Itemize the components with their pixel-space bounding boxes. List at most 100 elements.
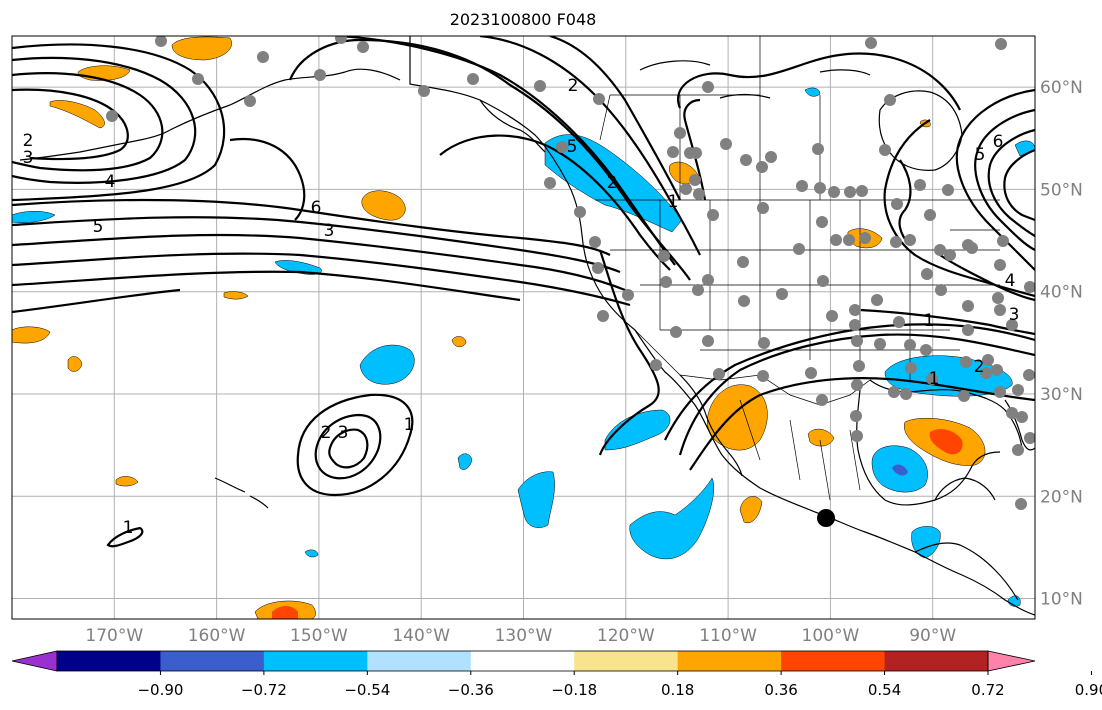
negative-anomaly-region: [12, 211, 56, 223]
colorbar-tick-label: −0.54: [344, 681, 390, 699]
station-marker: [1016, 411, 1028, 423]
station-marker: [660, 276, 672, 288]
station-marker: [689, 174, 701, 186]
y-tick-label: 50°N: [1040, 180, 1083, 200]
station-marker: [844, 186, 856, 198]
positive-anomaly-region: [12, 326, 51, 344]
contour-line: [12, 137, 306, 314]
station-marker: [991, 364, 1003, 376]
station-marker: [1012, 384, 1024, 396]
x-tick-label: 130°W: [495, 626, 553, 646]
station-marker: [1024, 281, 1035, 293]
contour-label: 1: [924, 311, 935, 331]
station-marker: [994, 259, 1006, 271]
station-marker: [891, 198, 903, 210]
station-marker: [890, 236, 902, 248]
positive-anomaly-region: [807, 428, 835, 447]
x-tick-label: 140°W: [392, 626, 450, 646]
station-marker: [958, 390, 970, 402]
station-marker: [935, 284, 947, 296]
station-marker: [830, 234, 842, 246]
shaded-anomalies: [12, 36, 1035, 619]
contour-line: [987, 128, 1035, 237]
station-marker: [859, 232, 871, 244]
station-marker: [693, 188, 705, 200]
station-marker: [1015, 498, 1027, 510]
negative-anomaly-region: [1014, 140, 1035, 157]
station-marker: [904, 339, 916, 351]
station-marker: [997, 235, 1009, 247]
x-axis-ticks: 170°W 160°W 150°W 140°W 130°W 120°W 110°W 100°W…: [85, 626, 956, 646]
station-marker: [680, 183, 692, 195]
station-marker: [982, 354, 994, 366]
contour-line: [106, 526, 144, 548]
station-marker: [843, 234, 855, 246]
y-tick-label: 40°N: [1040, 283, 1083, 303]
contour-label: 3: [1009, 305, 1020, 325]
station-marker: [740, 154, 752, 166]
station-marker: [900, 388, 912, 400]
station-marker: [1023, 369, 1035, 381]
positive-anomaly-region: [451, 336, 467, 348]
yucatan-coast: [934, 477, 996, 501]
station-marker: [589, 236, 601, 248]
station-marker: [597, 310, 609, 322]
station-marker: [814, 182, 826, 194]
colorbar-segment: [160, 651, 265, 671]
contour-line: [549, 36, 681, 201]
station-marker: [926, 373, 938, 385]
contour-label: 3: [23, 148, 34, 168]
contour-line: [677, 52, 961, 111]
colorbar-segment: [677, 651, 782, 671]
negative-anomaly-region: [304, 549, 319, 558]
y-axis-ticks: 60°N 50°N 40°N 30°N 20°N 10°N: [1040, 78, 1083, 609]
station-marker: [418, 85, 430, 97]
contour-line: [664, 323, 1035, 441]
negative-anomaly-region: [804, 87, 821, 97]
contour-line: [314, 413, 382, 480]
station-marker: [994, 386, 1006, 398]
station-marker: [905, 362, 917, 374]
canadian-provinces: [599, 36, 821, 200]
contour-label: 5: [567, 137, 578, 157]
contour-label: 6: [993, 132, 1004, 152]
station-marker: [702, 335, 714, 347]
colorbar-tick-label: 0.54: [868, 681, 901, 699]
hawaii-islands: [214, 477, 269, 509]
contour-line: [689, 377, 1035, 471]
colorbar-segment: [781, 651, 886, 671]
negative-anomaly-region: [604, 409, 671, 451]
page-title: 2023100800 F048: [449, 10, 597, 29]
contour-label: 5: [93, 217, 104, 237]
station-marker: [357, 41, 369, 53]
station-marker: [851, 379, 863, 391]
colorbar-tick-label: 0.18: [661, 681, 694, 699]
contour-line: [974, 108, 1035, 251]
station-marker: [556, 141, 568, 153]
x-tick-label: 90°W: [909, 626, 956, 646]
y-tick-label: 20°N: [1040, 487, 1083, 507]
contour-label: 2: [23, 131, 34, 151]
station-marker: [805, 367, 817, 379]
station-marker: [658, 250, 670, 262]
station-marker: [314, 69, 326, 81]
station-marker: [335, 36, 347, 44]
station-marker: [544, 177, 556, 189]
contour-label: 2: [974, 357, 985, 377]
x-tick-label: 160°W: [188, 626, 246, 646]
station-marker: [244, 95, 256, 107]
station-marker: [776, 288, 788, 300]
station-marker: [980, 367, 992, 379]
station-marker: [816, 394, 828, 406]
negative-anomaly-region: [457, 453, 473, 470]
station-marker: [865, 37, 877, 49]
colorbar-extend-low: [11, 650, 58, 672]
positive-anomaly-region: [49, 100, 105, 129]
station-marker: [828, 186, 840, 198]
location-marker: [817, 509, 835, 527]
station-marker: [1024, 432, 1035, 444]
central-america-coast: [914, 542, 1019, 601]
contour-label: 5: [975, 145, 986, 165]
contour-line: [955, 88, 1035, 271]
station-marker: [966, 242, 978, 254]
